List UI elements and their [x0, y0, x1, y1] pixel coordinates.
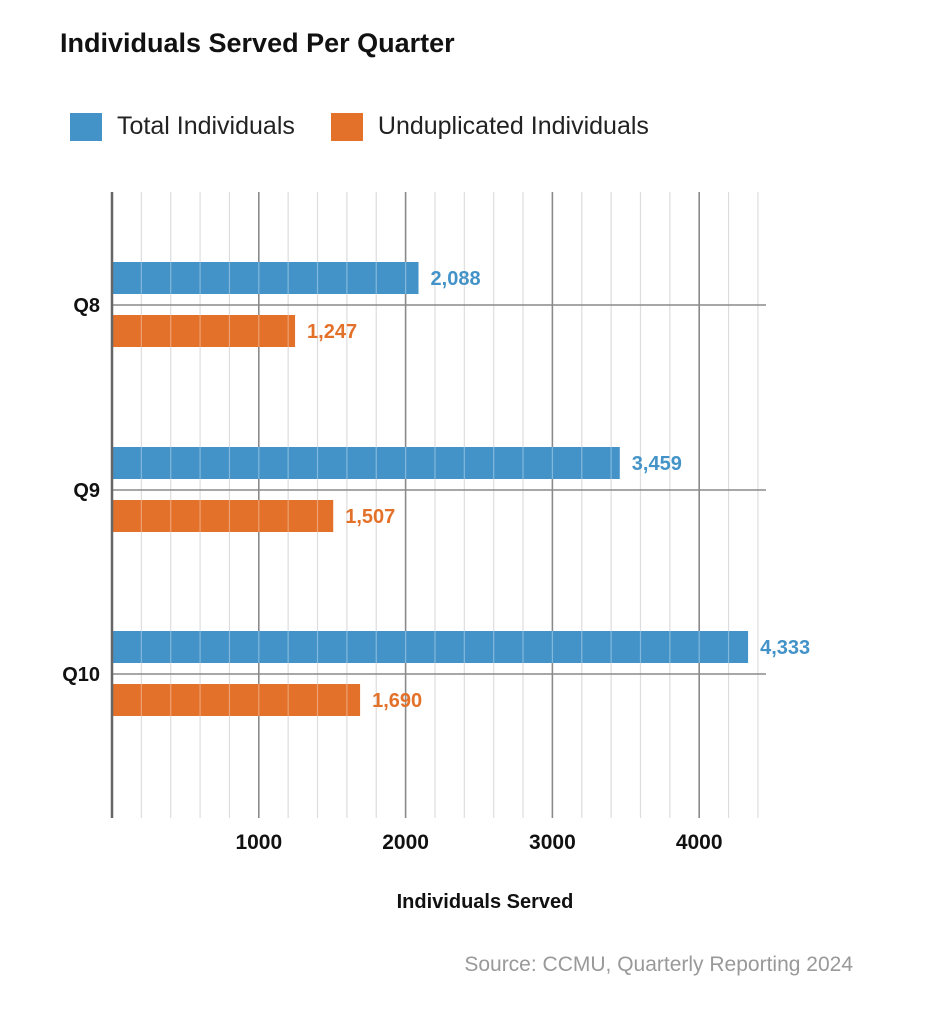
bar-total-q8 — [112, 262, 419, 294]
x-tick-label: 4000 — [676, 831, 723, 854]
y-tick-label-q10: Q10 — [62, 664, 100, 686]
legend-swatch-total — [70, 112, 102, 141]
y-tick-label-q9: Q9 — [73, 480, 100, 502]
legend-swatch-unduplicated — [330, 112, 363, 141]
y-tick-label-q8: Q8 — [73, 295, 100, 317]
legend-label-total: Total Individuals — [117, 112, 295, 140]
bar-unduplicated-q8 — [112, 315, 296, 347]
source-note: Source: CCMU, Quarterly Reporting 2024 — [464, 953, 853, 976]
bar-unduplicated-q10 — [112, 684, 361, 716]
bar-total-q9 — [112, 447, 620, 479]
chart-title: Individuals Served Per Quarter — [60, 28, 455, 58]
legend-item-unduplicated: Unduplicated Individuals — [330, 112, 649, 141]
data-label-total-q10: 4,333 — [760, 637, 810, 659]
data-label-total-q9: 3,459 — [632, 453, 682, 475]
data-label-unduplicated-q10: 1,690 — [372, 690, 422, 712]
data-label-unduplicated-q8: 1,247 — [307, 321, 357, 343]
legend-label-unduplicated: Unduplicated Individuals — [377, 112, 649, 140]
chart-legend: Total Individuals Unduplicated Individua… — [70, 112, 685, 141]
x-tick-label: 3000 — [529, 831, 576, 854]
bar-unduplicated-q9 — [112, 500, 334, 532]
x-tick-label: 2000 — [382, 831, 429, 854]
legend-item-total: Total Individuals — [70, 112, 295, 141]
data-label-unduplicated-q9: 1,507 — [345, 506, 395, 528]
x-axis-title: Individuals Served — [397, 891, 574, 913]
data-label-total-q8: 2,088 — [431, 268, 481, 290]
bar-total-q10 — [112, 631, 749, 663]
x-tick-label: 1000 — [235, 831, 282, 854]
